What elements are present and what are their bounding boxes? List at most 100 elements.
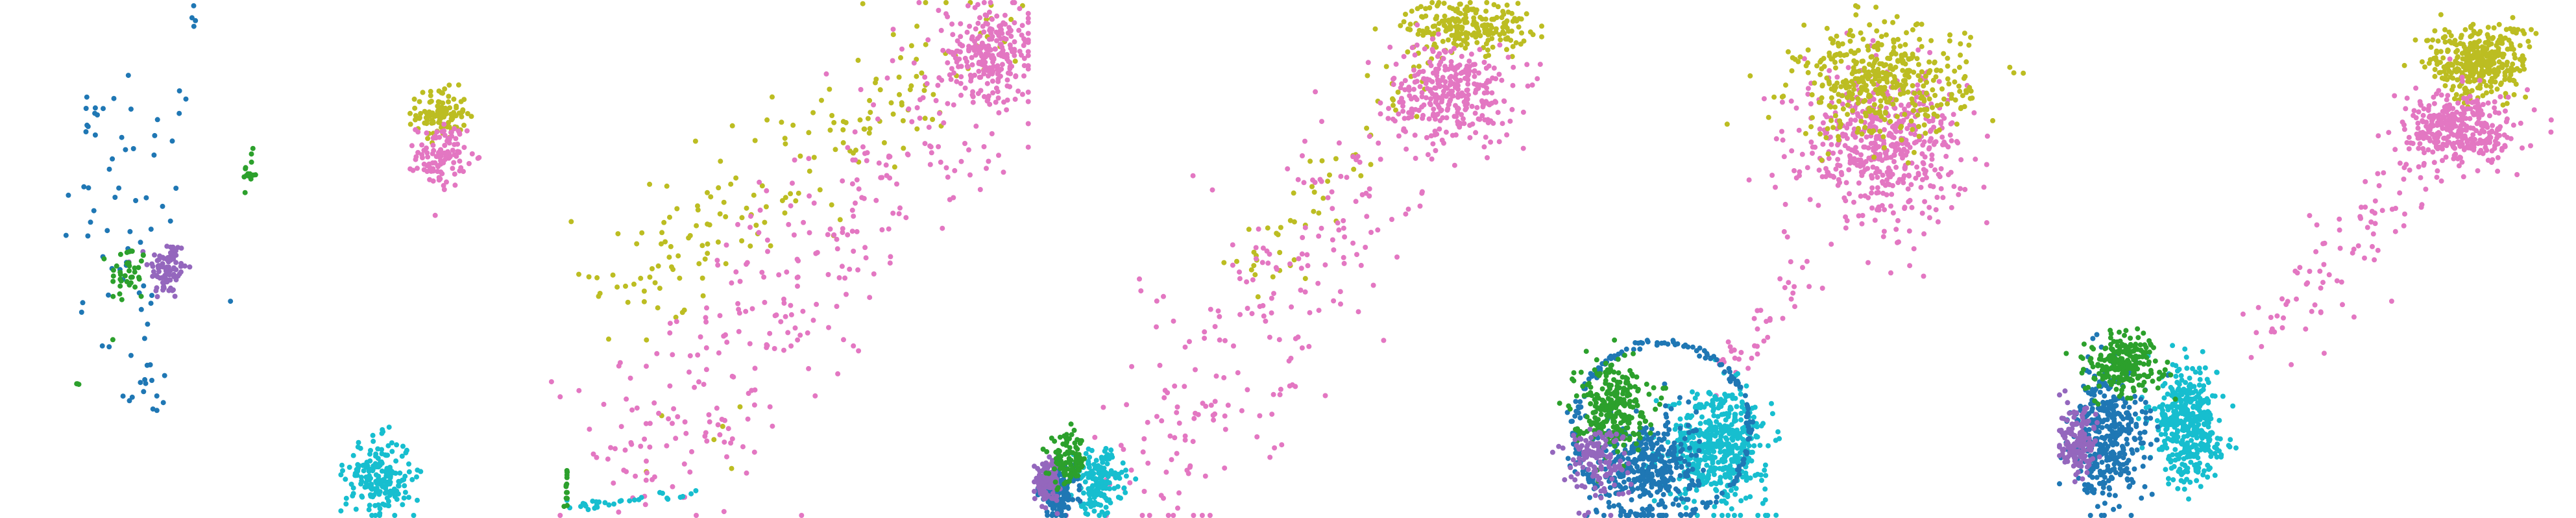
point-olive [634,241,640,247]
point-olive [1446,25,1452,31]
point-olive [1325,179,1331,184]
point-cyan [1103,446,1109,451]
point-olive [1458,42,1464,48]
point-cyan [1725,513,1731,518]
point-cyan [1724,437,1730,442]
point-cyan [1727,404,1733,410]
point-pink [735,221,740,227]
point-blue [1666,487,1671,493]
point-pink [1782,201,1788,207]
point-pink [1187,339,1192,345]
point-pink [1934,195,1940,200]
point-cyan [1697,421,1703,426]
point-purple [165,270,171,276]
point-green [1557,401,1562,406]
point-pink [1873,136,1879,142]
point-pink [1208,402,1214,408]
point-blue [1733,478,1739,484]
point-blue [1654,440,1660,446]
point-olive [1924,79,1930,85]
point-pink [860,144,866,150]
point-pink [656,410,662,416]
point-pink [1901,176,1906,182]
point-green [1055,485,1061,491]
point-pink [1913,175,1919,181]
point-cyan [379,451,385,456]
point-pink [1437,126,1442,132]
point-cyan [409,476,415,482]
point-pink [851,343,857,349]
point-blue [1742,393,1748,399]
point-pink [1025,99,1031,105]
point-green [117,291,123,297]
point-pink [751,402,757,408]
point-olive [914,126,920,132]
point-olive [1463,12,1468,18]
point-pink [1891,159,1897,164]
point-pink [800,308,806,314]
point-green [1651,385,1657,391]
point-cyan [1722,449,1727,454]
point-blue [154,117,160,123]
point-olive [1910,83,1915,88]
point-pink [695,352,701,358]
point-olive [692,138,698,144]
point-pink [1019,32,1025,38]
point-olive [1814,63,1820,69]
point-pink [670,484,675,489]
point-green [1049,436,1054,441]
point-olive [782,210,788,216]
point-cyan [338,472,344,478]
point-pink [1400,108,1406,114]
point-blue [138,240,143,245]
point-green [1060,462,1066,468]
point-pink [767,330,773,336]
point-olive [1895,36,1901,42]
point-olive [576,271,581,277]
point-cyan [406,461,411,467]
point-green [1052,466,1057,472]
point-pink [1808,139,1814,145]
point-olive [2007,64,2013,70]
point-pink [435,164,441,169]
point-olive [1823,135,1829,141]
point-pink [1017,6,1023,12]
point-pink [805,330,810,336]
point-olive [930,92,936,97]
point-olive [1477,33,1483,38]
point-pink [1869,190,1875,196]
point-pink [557,394,563,400]
point-pink [762,299,768,305]
point-cyan [1743,495,1749,501]
point-olive [1916,62,1921,68]
point-olive [1333,156,1339,162]
point-blue [1713,499,1719,505]
point-pink [1235,370,1241,376]
point-olive [1407,21,1413,27]
point-olive [1878,85,1884,90]
point-pink [1524,62,1530,68]
point-pink [1325,195,1331,201]
point-green [1066,459,1072,464]
point-cyan [1718,480,1723,486]
point-green [1068,471,1073,477]
point-pink [475,155,481,161]
point-cyan [1696,402,1702,408]
point-olive [752,138,758,143]
point-cyan [1718,475,1723,480]
point-olive [715,239,721,245]
point-pink [629,407,635,413]
point-pink [1806,284,1812,290]
point-olive [1409,8,1415,14]
point-pink [629,441,635,447]
point-cyan [1751,443,1757,449]
point-blue [1665,478,1671,484]
point-pink [756,230,762,236]
point-pink [1269,310,1274,316]
point-pink [1182,433,1188,439]
point-olive [1459,25,1465,31]
point-olive [1917,90,1923,96]
point-pink [845,232,851,238]
point-blue [1588,371,1594,376]
point-pink [1310,177,1315,183]
